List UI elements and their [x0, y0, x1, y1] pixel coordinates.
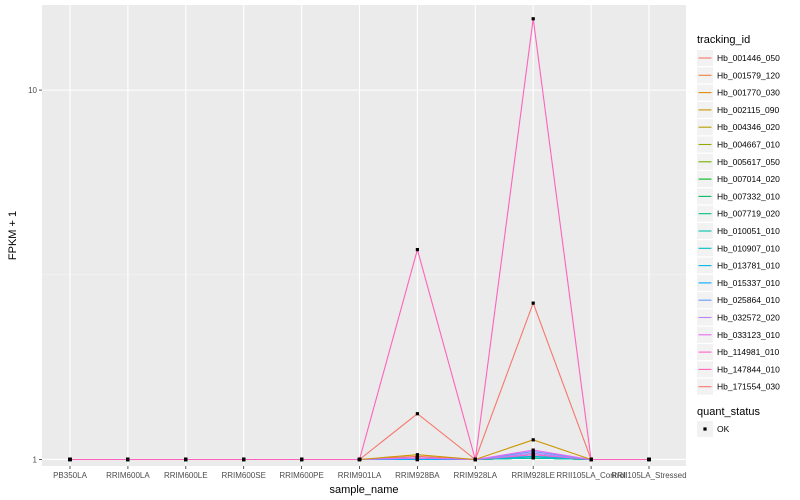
x-tick-label-8: RRIM928LE	[511, 471, 555, 480]
legend-title: tracking_id	[697, 34, 750, 46]
y-tick-label-0: 1	[33, 455, 38, 464]
x-tick-label-3: RRIM600SE	[221, 471, 265, 480]
point-Hb_147844_010-8	[531, 17, 535, 21]
x-tick-label-4: RRIM600PE	[279, 471, 323, 480]
legend-label-7: Hb_007014_020	[717, 174, 780, 184]
legend-label-4: Hb_004346_020	[717, 122, 780, 132]
legend-label-18: Hb_147844_010	[717, 364, 780, 374]
y-axis-ticks: 1 10	[28, 86, 42, 464]
legend-label-10: Hb_010051_010	[717, 226, 780, 236]
legend-label-14: Hb_025864_010	[717, 295, 780, 305]
legend-label-2: Hb_001770_030	[717, 88, 780, 98]
legend-label-13: Hb_015337_010	[717, 278, 780, 288]
legend-label-19: Hb_171554_030	[717, 382, 780, 392]
x-tick-label-7: RRIM928LA	[454, 471, 498, 480]
point-Hb_171554_030-7	[473, 457, 477, 462]
legend-label-16: Hb_033123_010	[717, 330, 780, 340]
x-axis-title: sample_name	[329, 484, 398, 496]
point-Hb_171554_030-1	[126, 457, 130, 462]
point-Hb_147844_010-6	[415, 247, 419, 252]
grid-lines	[42, 5, 686, 466]
point-Hb_171554_030-6	[415, 412, 419, 416]
y-tick-label-1: 10	[28, 86, 37, 95]
legend-label-17: Hb_114981_010	[717, 347, 780, 357]
point-Hb_114981_010-8	[531, 453, 535, 457]
legend-label-6: Hb_005617_050	[717, 157, 780, 167]
point-Hb_171554_030-5	[357, 457, 362, 462]
point-Hb_171554_030-0	[68, 457, 72, 462]
legend-label-15: Hb_032572_020	[717, 313, 780, 323]
point-Hb_002115_090-8	[531, 438, 535, 442]
legend-label-5: Hb_004667_010	[717, 140, 780, 150]
legend-label-11: Hb_010907_010	[717, 243, 780, 253]
legend: Hb_001446_050 Hb_001579_120 Hb_001770_030 H…	[697, 50, 780, 395]
data-points	[68, 17, 651, 462]
point-Hb_002115_090-6	[415, 453, 419, 457]
legend-label-9: Hb_007719_020	[717, 209, 780, 219]
point-Hb_171554_030-10	[647, 457, 651, 462]
point-Hb_171554_030-2	[184, 457, 188, 462]
x-tick-label-6: RRIM928BA	[395, 471, 440, 480]
legend-label-8: Hb_007332_010	[717, 191, 780, 201]
y-axis-title: FPKM + 1	[7, 211, 19, 260]
point-legend-title: quant_status	[697, 406, 760, 418]
x-tick-label-5: RRIM901LA	[338, 471, 382, 480]
point-legend-symbol	[703, 427, 707, 431]
x-axis-ticks: PB350LA RRIM600LA RRIM600LE RRIM600SE RRIM60…	[53, 466, 687, 480]
plot-panel	[42, 5, 686, 466]
point-Hb_114981_010-6	[415, 456, 419, 460]
x-tick-label-9: RRII105LA_Control	[556, 471, 626, 480]
point-Hb_033123_010-8	[531, 448, 535, 452]
legend-label-0: Hb_001446_050	[717, 53, 780, 63]
x-tick-label-0: PB350LA	[53, 471, 87, 480]
x-tick-label-1: RRIM600LA	[106, 471, 150, 480]
point-Hb_171554_030-9	[589, 457, 593, 462]
x-tick-label-2: RRIM600LE	[164, 471, 208, 480]
legend-label-3: Hb_002115_090	[717, 105, 780, 115]
legend-label-12: Hb_013781_010	[717, 261, 780, 271]
point-legend-label: OK	[717, 424, 730, 434]
legend-label-1: Hb_001579_120	[717, 70, 780, 80]
point-Hb_171554_030-3	[242, 457, 246, 462]
x-tick-label-10: RRII105LA_Stressed	[611, 471, 686, 480]
point-Hb_171554_030-4	[300, 457, 304, 462]
point-Hb_171554_030-8	[531, 301, 535, 305]
